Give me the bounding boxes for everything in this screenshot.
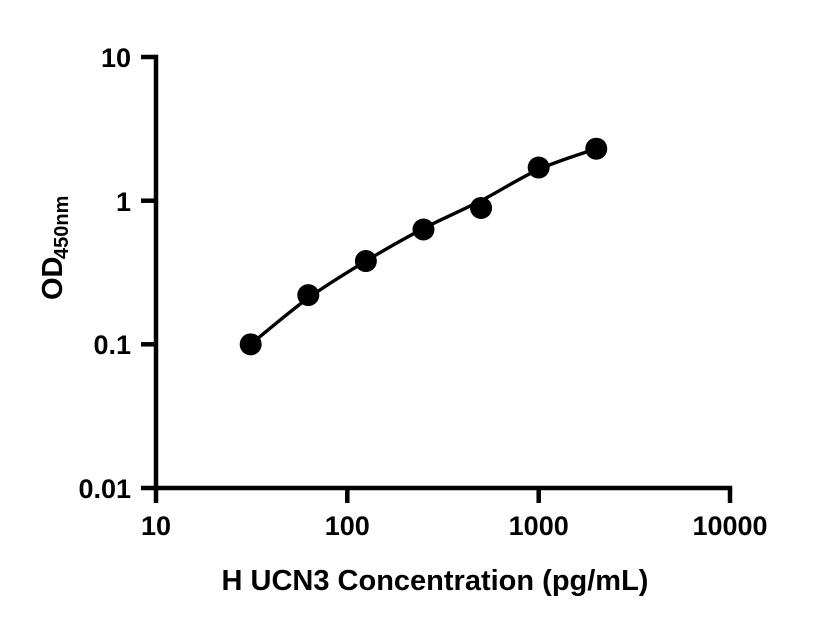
y-tick-label-1: 1: [116, 187, 131, 217]
axis-lines: [153, 54, 733, 491]
data-point: [354, 250, 377, 273]
y-tick-label-2: 0.1: [93, 330, 131, 360]
data-point: [297, 284, 320, 307]
data-point: [412, 218, 435, 241]
x-axis-tick-labels: 10 100 1000 10000: [141, 511, 768, 541]
y-axis-ticks: [141, 54, 156, 491]
data-point: [527, 156, 550, 179]
x-axis-title: H UCN3 Concentration (pg/mL): [222, 565, 649, 597]
standard-curve-line: [248, 147, 598, 347]
x-tick-label-2: 1000: [509, 511, 569, 541]
y-axis-tick-labels: 10 1 0.1 0.01: [78, 43, 131, 504]
x-axis-ticks: [153, 488, 733, 503]
x-tick-label-3: 10000: [692, 511, 767, 541]
data-point: [239, 333, 262, 356]
x-tick-label-1: 100: [325, 511, 370, 541]
x-tick-label-0: 10: [141, 511, 171, 541]
y-axis-title: OD 450nm: [37, 196, 73, 300]
data-point: [585, 137, 608, 160]
y-axis-title-main: OD: [37, 257, 69, 301]
y-tick-label-0: 10: [101, 43, 131, 73]
y-tick-label-3: 0.01: [78, 474, 131, 504]
data-point: [470, 196, 493, 219]
data-point-group: [239, 137, 608, 356]
y-axis-title-subscript: 450nm: [51, 196, 73, 259]
